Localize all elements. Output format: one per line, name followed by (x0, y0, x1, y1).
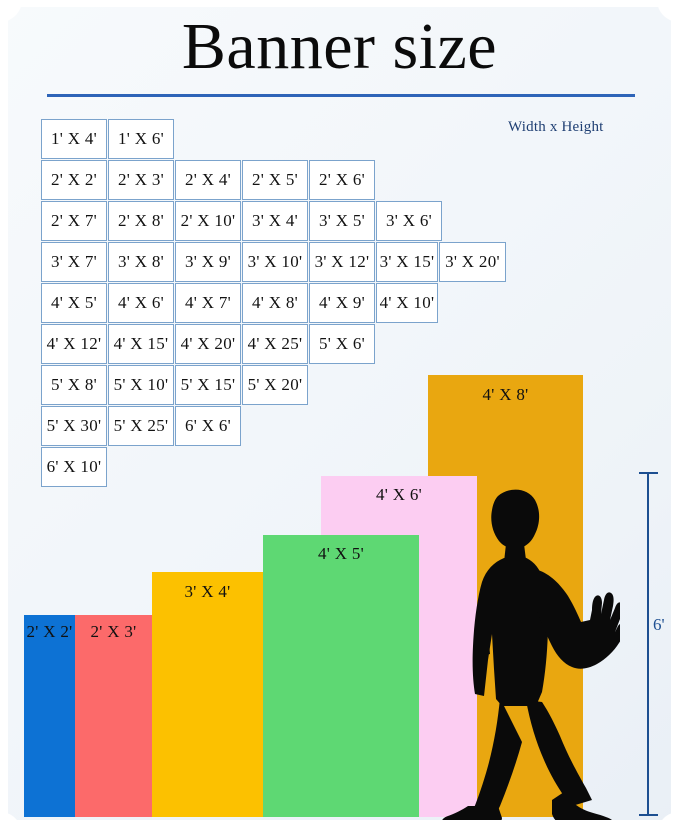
size-cell[interactable]: 4' X 25' (242, 324, 308, 364)
bar-2x3[interactable]: 2' X 3' (75, 615, 152, 817)
size-cell[interactable]: 3' X 5' (309, 201, 375, 241)
table-row: 6' X 10' (41, 447, 507, 487)
ruler-line (647, 472, 649, 816)
size-cell[interactable]: 4' X 9' (309, 283, 375, 323)
size-cell[interactable]: 4' X 10' (376, 283, 438, 323)
table-row: 4' X 5' 4' X 6' 4' X 7' 4' X 8' 4' X 9' … (41, 283, 507, 323)
person-silhouette-icon (440, 484, 620, 824)
size-cell[interactable]: 5' X 30' (41, 406, 107, 446)
banner-size-table: 1' X 4' 1' X 6' 2' X 2' 2' X 3' 2' X 4' … (41, 119, 507, 488)
title-underline (47, 94, 635, 97)
size-cell[interactable]: 1' X 4' (41, 119, 107, 159)
size-cell[interactable]: 2' X 2' (41, 160, 107, 200)
size-cell[interactable]: 2' X 3' (108, 160, 174, 200)
frame-left (0, 0, 8, 834)
size-cell[interactable]: 2' X 8' (108, 201, 174, 241)
width-height-caption: Width x Height (508, 119, 604, 135)
table-row: 3' X 7' 3' X 8' 3' X 9' 3' X 10' 3' X 12… (41, 242, 507, 282)
size-cell[interactable]: 6' X 6' (175, 406, 241, 446)
height-ruler: 6' (637, 472, 665, 816)
size-cell[interactable]: 2' X 10' (175, 201, 241, 241)
bar-label: 4' X 6' (375, 485, 422, 504)
table-row: 2' X 2' 2' X 3' 2' X 4' 2' X 5' 2' X 6' (41, 160, 507, 200)
size-cell[interactable]: 6' X 10' (41, 447, 107, 487)
table-row: 2' X 7' 2' X 8' 2' X 10' 3' X 4' 3' X 5'… (41, 201, 507, 241)
bar-2x2[interactable]: 2' X 2' (24, 615, 75, 817)
bar-label: 3' X 4' (184, 582, 231, 601)
size-cell[interactable]: 3' X 6' (376, 201, 442, 241)
size-cell[interactable]: 3' X 10' (242, 242, 308, 282)
size-cell[interactable]: 3' X 20' (439, 242, 506, 282)
frame-right (671, 0, 679, 834)
size-cell[interactable]: 3' X 8' (108, 242, 174, 282)
size-cell[interactable]: 4' X 6' (108, 283, 174, 323)
size-cell[interactable]: 4' X 5' (41, 283, 107, 323)
bar-label: 4' X 8' (482, 385, 529, 404)
size-cell[interactable]: 1' X 6' (108, 119, 174, 159)
size-cell[interactable]: 4' X 15' (108, 324, 174, 364)
size-cell[interactable]: 5' X 8' (41, 365, 107, 405)
ruler-cap-bottom (639, 814, 658, 816)
size-cell[interactable]: 4' X 8' (242, 283, 308, 323)
bar-3x4[interactable]: 3' X 4' (152, 572, 263, 817)
size-cell[interactable]: 2' X 6' (309, 160, 375, 200)
bar-label: 2' X 2' (26, 622, 73, 641)
table-row: 5' X 30' 5' X 25' 6' X 6' (41, 406, 507, 446)
size-cell[interactable]: 4' X 7' (175, 283, 241, 323)
size-cell[interactable]: 4' X 12' (41, 324, 107, 364)
ruler-label: 6' (653, 615, 665, 634)
size-cell[interactable]: 5' X 20' (242, 365, 308, 405)
bar-label: 4' X 5' (317, 544, 364, 563)
size-cell[interactable]: 2' X 4' (175, 160, 241, 200)
size-cell[interactable]: 3' X 12' (309, 242, 375, 282)
size-cell[interactable]: 3' X 9' (175, 242, 241, 282)
size-cell[interactable]: 4' X 20' (175, 324, 241, 364)
table-row: 1' X 4' 1' X 6' (41, 119, 507, 159)
frame-top (0, 0, 679, 7)
page-title: Banner size (181, 10, 498, 83)
size-cell[interactable]: 5' X 10' (108, 365, 174, 405)
size-cell[interactable]: 3' X 15' (376, 242, 438, 282)
table-row: 4' X 12' 4' X 15' 4' X 20' 4' X 25' 5' X… (41, 324, 507, 364)
size-cell[interactable]: 2' X 5' (242, 160, 308, 200)
size-cell[interactable]: 2' X 7' (41, 201, 107, 241)
size-cell[interactable]: 3' X 7' (41, 242, 107, 282)
table-row: 5' X 8' 5' X 10' 5' X 15' 5' X 20' (41, 365, 507, 405)
bar-label: 2' X 3' (90, 622, 137, 641)
size-cell[interactable]: 5' X 6' (309, 324, 375, 364)
size-cell[interactable]: 3' X 4' (242, 201, 308, 241)
size-cell[interactable]: 5' X 25' (108, 406, 174, 446)
size-cell[interactable]: 5' X 15' (175, 365, 241, 405)
bar-4x5[interactable]: 4' X 5' (263, 535, 419, 817)
frame-corner-bottom-left (0, 812, 22, 834)
